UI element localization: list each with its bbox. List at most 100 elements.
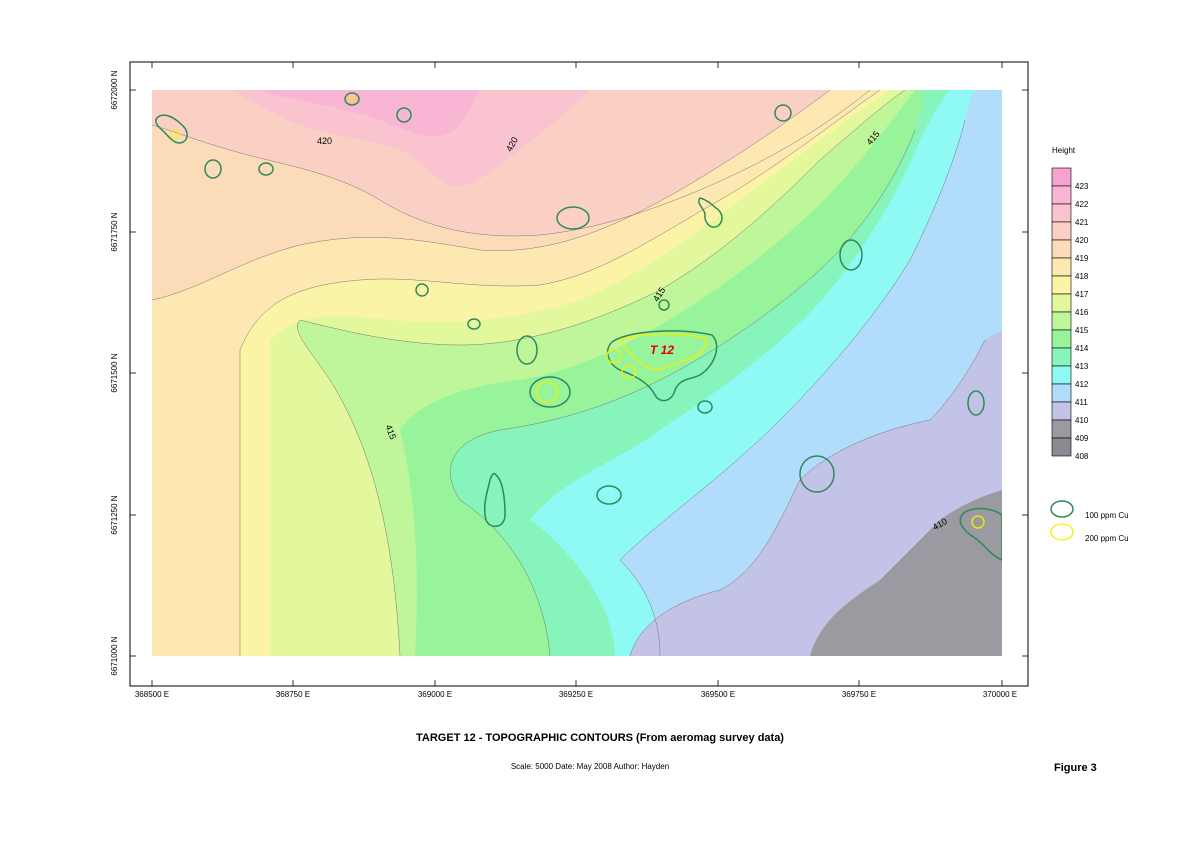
legend-swatch-422	[1051, 185, 1072, 205]
x-tick-label: 369750 E	[842, 690, 876, 699]
cu-100-outline	[204, 159, 222, 179]
contour-line-420	[152, 90, 871, 237]
x-tick-label: 370000 E	[983, 690, 1017, 699]
contour-line-418	[152, 90, 831, 301]
y-tick-label: 6671000 N	[110, 636, 119, 675]
figure-title: TARGET 12 - TOPOGRAPHIC CONTOURS (From a…	[416, 732, 784, 744]
cu-100-outline	[258, 162, 274, 176]
target-label: T 12	[650, 343, 674, 357]
legend-swatch-409	[1051, 419, 1072, 439]
cu-100-outline	[516, 335, 538, 365]
cu-200-main-anomaly	[618, 333, 707, 370]
contour-label: 415	[384, 423, 399, 441]
y-tick-label: 6671500 N	[110, 353, 119, 392]
legend-level-label: 423	[1075, 182, 1089, 191]
legend-swatch-413	[1051, 347, 1072, 367]
x-tick-label: 369250 E	[559, 690, 593, 699]
legend-level-label: 409	[1075, 434, 1089, 443]
legend-swatch-418	[1051, 257, 1072, 277]
cu-100-main-anomaly	[606, 330, 718, 402]
axis-ticks	[130, 62, 1028, 686]
x-tick-label: 369500 E	[701, 690, 735, 699]
x-tick-labels: 368500 E 368750 E 369000 E 369250 E 3695…	[135, 690, 1017, 699]
x-tick-label: 369000 E	[418, 690, 452, 699]
cu-200-outline	[621, 365, 637, 379]
contour-line-410	[629, 339, 986, 656]
height-legend: Height 423 422 421 420 419 418 417 416 415 414 413…	[1050, 146, 1129, 543]
cu-200-outline	[170, 129, 180, 139]
cu-200-outline	[606, 348, 622, 364]
legend-level-label: 408	[1075, 452, 1089, 461]
contour-line-411	[619, 119, 966, 656]
cu-100-legend-symbol	[1050, 500, 1074, 518]
legend-title: Height	[1052, 146, 1076, 155]
cu-100-outline	[697, 400, 713, 414]
figure-subtitle: Scale: 5000 Date: May 2008 Author: Hayde…	[510, 762, 670, 771]
legend-level-label: 418	[1075, 272, 1089, 281]
map-frame	[129, 61, 1029, 687]
x-tick-label: 368750 E	[276, 690, 310, 699]
cu-100-outline	[396, 107, 412, 123]
cu-100-outline	[698, 197, 723, 228]
legend-swatch-416	[1051, 293, 1072, 313]
cu-200-legend-label: 200 ppm Cu	[1085, 534, 1129, 543]
legend-level-label: 415	[1075, 326, 1089, 335]
legend-level-label: 422	[1075, 200, 1089, 209]
cu-200-outline	[348, 95, 356, 103]
y-tick-label: 6672000 N	[110, 70, 119, 109]
legend-level-label: 419	[1075, 254, 1089, 263]
legend-level-label: 410	[1075, 416, 1089, 425]
band-409	[810, 490, 1002, 656]
topographic-contour-bands	[152, 90, 1002, 656]
y-tick-labels: 6672000 N 6671750 N 6671500 N 6671250 N …	[110, 70, 119, 675]
cu-100-outline	[967, 390, 985, 416]
cu-100-outline	[799, 455, 835, 493]
legend-swatch-423	[1051, 167, 1072, 187]
x-tick-label: 368500 E	[135, 690, 169, 699]
cu-100-outline	[155, 114, 188, 144]
legend-level-label: 412	[1075, 380, 1089, 389]
cu-100-outline	[529, 376, 571, 408]
cu-100-outline	[774, 104, 792, 122]
cu-200-outline	[535, 381, 559, 403]
contour-line-415	[297, 90, 906, 656]
contour-label: 420	[317, 136, 332, 146]
legend-swatch-417	[1051, 275, 1072, 295]
cu-100-outline	[344, 92, 360, 106]
cu-100-legend-label: 100 ppm Cu	[1085, 511, 1129, 520]
legend-swatch-421	[1051, 203, 1072, 223]
cu-100ppm-outlines	[155, 92, 1002, 561]
band-422	[260, 90, 480, 137]
cu-200ppm-outlines	[170, 95, 985, 529]
legend-level-label: 411	[1075, 398, 1088, 407]
cu-200-legend-symbol	[1050, 523, 1074, 541]
cu-100-outline	[596, 485, 622, 505]
contour-line-417	[239, 90, 881, 656]
cu-100-outline	[959, 507, 1002, 561]
legend-swatch-412	[1051, 365, 1072, 385]
cu-100-outline	[467, 318, 481, 330]
legend-level-labels: 423 422 421 420 419 418 417 416 415 414 413 412 411 4…	[1075, 182, 1089, 461]
figure-number: Figure 3	[1054, 762, 1097, 774]
legend-level-label: 416	[1075, 308, 1089, 317]
cu-100-outline	[658, 299, 670, 311]
legend-color-bar	[1051, 167, 1072, 457]
legend-swatch-410	[1051, 401, 1072, 421]
y-tick-label: 6671250 N	[110, 495, 119, 534]
cu-100-outline	[839, 239, 863, 271]
legend-level-label: 421	[1075, 218, 1089, 227]
legend-swatch-415	[1051, 311, 1072, 331]
legend-level-label: 417	[1075, 290, 1089, 299]
legend-level-label: 413	[1075, 362, 1089, 371]
cu-100-outline	[483, 472, 506, 527]
legend-swatch-408	[1051, 437, 1072, 457]
band-421	[230, 90, 590, 187]
legend-swatch-414	[1051, 329, 1072, 349]
cu-200-outline	[971, 515, 985, 529]
legend-level-label: 420	[1075, 236, 1089, 245]
cu-100-outline	[415, 283, 429, 297]
cu-100-outline	[556, 206, 590, 230]
legend-level-label: 414	[1075, 344, 1089, 353]
legend-swatch-420	[1051, 221, 1072, 241]
